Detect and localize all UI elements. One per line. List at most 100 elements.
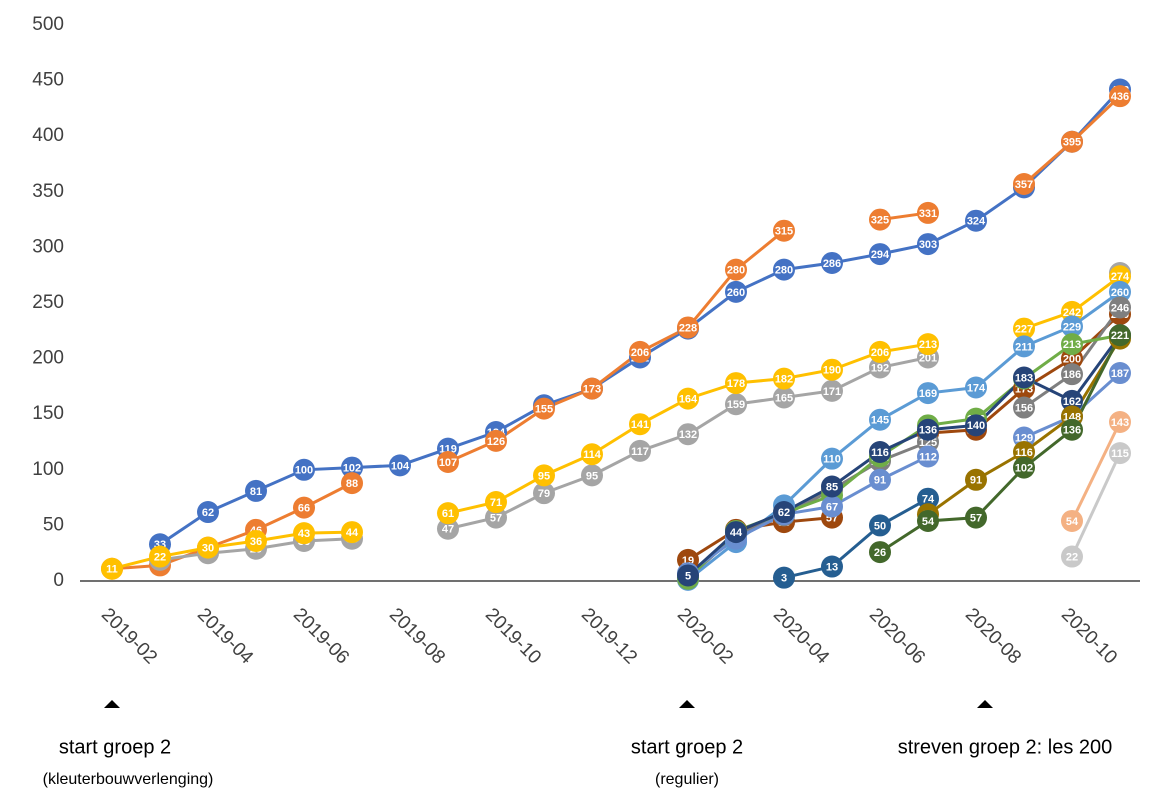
data-label: 165 — [775, 392, 793, 404]
marker — [725, 521, 747, 544]
data-label: 110 — [823, 454, 841, 466]
marker — [773, 367, 795, 390]
data-label: 260 — [1111, 287, 1129, 299]
data-label: 95 — [538, 470, 550, 482]
marker — [869, 514, 891, 537]
data-label: 117 — [631, 446, 649, 458]
data-label: 22 — [1066, 551, 1078, 563]
marker — [1061, 333, 1083, 356]
marker — [149, 545, 171, 568]
data-label: 129 — [1015, 432, 1033, 444]
marker — [581, 443, 603, 466]
marker — [1109, 265, 1131, 288]
series-line — [1070, 421, 1122, 522]
x-tick-label: 2019-12 — [577, 604, 641, 668]
series-line — [686, 333, 1121, 580]
marker — [917, 201, 939, 224]
data-label: 178 — [727, 378, 745, 390]
y-tick-label: 250 — [32, 292, 64, 313]
marker — [773, 501, 795, 524]
marker — [581, 464, 603, 487]
marker — [629, 439, 651, 462]
marker — [917, 418, 939, 441]
data-label: 91 — [874, 475, 886, 487]
data-label: 286 — [823, 258, 841, 270]
data-label: 155 — [535, 404, 553, 416]
data-label: 186 — [1063, 369, 1081, 381]
marker — [389, 454, 411, 477]
data-label: 125 — [919, 437, 937, 449]
y-tick-label: 350 — [32, 181, 64, 202]
data-label: 50 — [874, 520, 886, 532]
data-label: 3 — [781, 573, 787, 585]
marker — [293, 458, 315, 481]
marker — [869, 356, 891, 379]
marker — [101, 557, 123, 580]
series-line — [686, 334, 1122, 577]
data-label: 57 — [490, 513, 502, 525]
data-label: 246 — [1111, 302, 1129, 314]
data-label: 274 — [1111, 271, 1130, 283]
marker — [725, 372, 747, 395]
marker — [869, 208, 891, 231]
data-label: 171 — [823, 386, 841, 398]
x-tick-label: 2019-04 — [193, 604, 257, 668]
data-label: 74 — [922, 494, 935, 506]
series-line — [687, 313, 1122, 562]
data-label: 116 — [871, 447, 889, 459]
marker — [533, 464, 555, 487]
data-label: 107 — [439, 457, 457, 469]
data-label: 5 — [685, 570, 691, 582]
marker — [869, 340, 891, 363]
data-label: 140 — [967, 420, 985, 432]
marker — [1013, 317, 1035, 340]
marker — [869, 541, 891, 564]
marker — [677, 564, 699, 587]
series-line — [111, 95, 1122, 571]
data-label: 228 — [679, 322, 697, 334]
data-label: 102 — [1015, 462, 1033, 474]
marker — [1109, 280, 1131, 303]
marker — [1013, 173, 1035, 196]
y-tick-label: 450 — [32, 70, 64, 91]
marker — [1061, 315, 1083, 338]
data-label: 126 — [487, 436, 505, 448]
data-label: 66 — [298, 503, 310, 515]
marker — [1109, 296, 1131, 319]
data-label: 44 — [730, 527, 743, 539]
marker — [437, 517, 459, 540]
data-label: 61 — [442, 508, 454, 520]
marker — [533, 482, 555, 505]
marker — [1061, 130, 1083, 153]
marker — [293, 496, 315, 519]
data-label: 324 — [967, 216, 986, 228]
marker — [677, 423, 699, 446]
x-tick-label: 2019-06 — [289, 604, 353, 668]
marker — [1013, 441, 1035, 464]
data-label: 26 — [874, 547, 886, 559]
data-label: 95 — [586, 470, 598, 482]
marker — [869, 243, 891, 266]
marker — [821, 251, 843, 274]
marker — [1061, 418, 1083, 441]
x-tick-label: 2020-08 — [961, 604, 1025, 668]
data-label: 206 — [871, 347, 889, 359]
data-label: 280 — [727, 265, 745, 277]
data-label: 141 — [631, 419, 649, 431]
data-label: 85 — [826, 481, 838, 493]
marker — [245, 529, 267, 552]
data-label: 213 — [919, 339, 937, 351]
data-label: 162 — [1063, 396, 1081, 408]
marker — [917, 509, 939, 532]
data-label: 156 — [1015, 402, 1033, 414]
marker — [725, 258, 747, 281]
x-tick-label: 2019-08 — [385, 604, 449, 668]
marker — [917, 333, 939, 356]
marker — [485, 506, 507, 529]
data-label: 190 — [823, 365, 841, 377]
data-label: 79 — [538, 488, 550, 500]
marker — [581, 377, 603, 400]
data-label: 112 — [919, 451, 937, 463]
data-label: 200 — [1063, 354, 1081, 366]
marker — [773, 566, 795, 589]
